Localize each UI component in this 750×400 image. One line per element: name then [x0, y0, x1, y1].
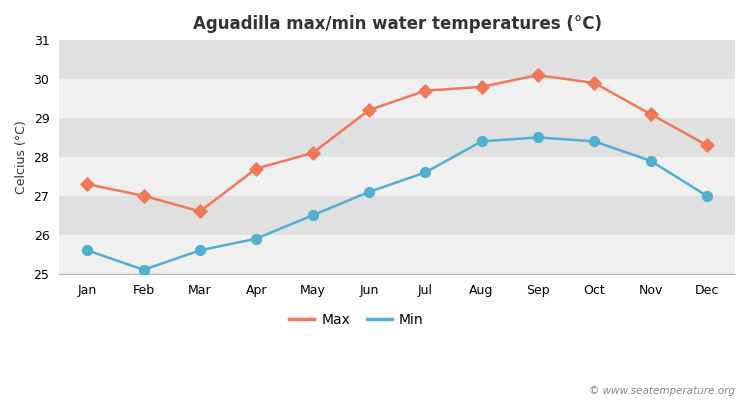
Point [476, 138, 488, 144]
Point [588, 80, 600, 86]
Y-axis label: Celcius (°C): Celcius (°C) [15, 120, 28, 194]
Point [251, 236, 262, 242]
Bar [59, 118, 735, 157]
Point [363, 189, 375, 195]
Point [363, 107, 375, 113]
Point [644, 158, 656, 164]
Bar [59, 40, 735, 79]
Point [194, 247, 206, 254]
Point [307, 212, 319, 218]
Point [644, 111, 656, 117]
Point [700, 193, 712, 199]
Point [138, 267, 150, 273]
Point [532, 72, 544, 78]
Point [307, 150, 319, 156]
Bar [59, 196, 735, 235]
Point [194, 208, 206, 215]
Point [138, 193, 150, 199]
Text: © www.seatemperature.org: © www.seatemperature.org [589, 386, 735, 396]
Point [532, 134, 544, 141]
Point [251, 165, 262, 172]
Point [81, 181, 93, 187]
Point [419, 88, 431, 94]
Point [419, 169, 431, 176]
Point [476, 84, 488, 90]
Legend: Max, Min: Max, Min [284, 307, 429, 332]
Title: Aguadilla max/min water temperatures (°C): Aguadilla max/min water temperatures (°C… [193, 15, 602, 33]
Bar [59, 235, 735, 274]
Point [588, 138, 600, 144]
Bar [59, 157, 735, 196]
Point [81, 247, 93, 254]
Point [700, 142, 712, 148]
Bar [59, 79, 735, 118]
